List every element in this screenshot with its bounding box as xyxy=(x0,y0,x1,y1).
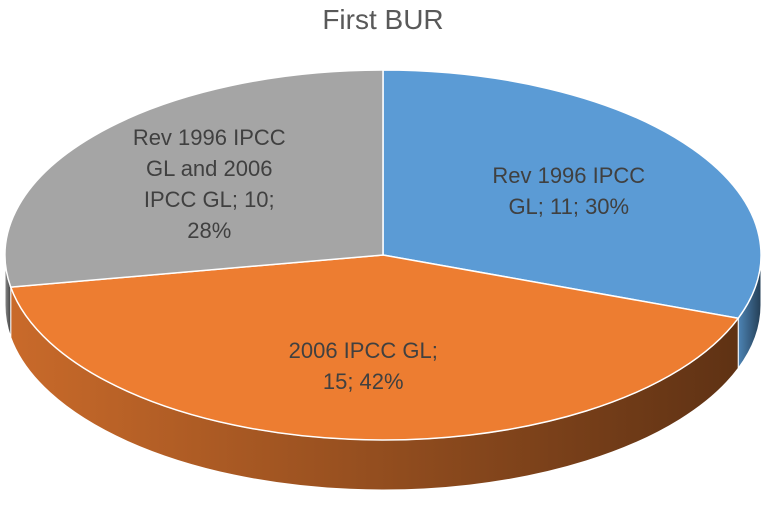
slice xyxy=(382,69,762,320)
slice xyxy=(9,254,740,441)
data-label: Rev 1996 IPCC GL and 2006 IPCC GL; 10; 2… xyxy=(132,124,286,243)
data-label: 2006 IPCC GL; 15; 42% xyxy=(288,337,438,394)
data-label: Rev 1996 IPCC GL; 11; 30% xyxy=(492,163,646,220)
slice xyxy=(4,69,384,288)
chart-title: First BUR xyxy=(322,4,444,35)
